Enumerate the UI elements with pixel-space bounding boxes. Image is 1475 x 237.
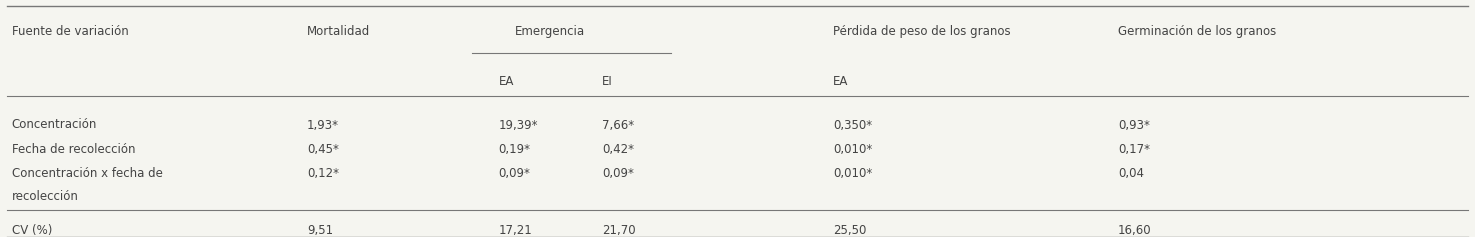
Text: EA: EA (499, 75, 513, 88)
Text: 0,12*: 0,12* (307, 167, 339, 180)
Text: 16,60: 16,60 (1118, 224, 1152, 237)
Text: 0,17*: 0,17* (1118, 143, 1150, 156)
Text: 21,70: 21,70 (602, 224, 636, 237)
Text: 0,93*: 0,93* (1118, 118, 1150, 132)
Text: Fecha de recolección: Fecha de recolección (12, 143, 136, 156)
Text: Fuente de variación: Fuente de variación (12, 25, 128, 38)
Text: recolección: recolección (12, 190, 78, 203)
Text: Concentración: Concentración (12, 118, 97, 132)
Text: 0,010*: 0,010* (833, 167, 873, 180)
Text: 0,09*: 0,09* (602, 167, 634, 180)
Text: 19,39*: 19,39* (499, 118, 538, 132)
Text: Concentración x fecha de: Concentración x fecha de (12, 167, 162, 180)
Text: Germinación de los granos: Germinación de los granos (1118, 25, 1276, 38)
Text: Emergencia: Emergencia (515, 25, 586, 38)
Text: 0,19*: 0,19* (499, 143, 531, 156)
Text: 0,45*: 0,45* (307, 143, 339, 156)
Text: EA: EA (833, 75, 848, 88)
Text: 7,66*: 7,66* (602, 118, 634, 132)
Text: CV (%): CV (%) (12, 224, 52, 237)
Text: 17,21: 17,21 (499, 224, 532, 237)
Text: 0,42*: 0,42* (602, 143, 634, 156)
Text: Mortalidad: Mortalidad (307, 25, 370, 38)
Text: 1,93*: 1,93* (307, 118, 339, 132)
Text: 25,50: 25,50 (833, 224, 867, 237)
Text: 0,04: 0,04 (1118, 167, 1145, 180)
Text: 0,010*: 0,010* (833, 143, 873, 156)
Text: 0,09*: 0,09* (499, 167, 531, 180)
Text: EI: EI (602, 75, 612, 88)
Text: 0,350*: 0,350* (833, 118, 873, 132)
Text: 9,51: 9,51 (307, 224, 333, 237)
Text: Pérdida de peso de los granos: Pérdida de peso de los granos (833, 25, 1010, 38)
